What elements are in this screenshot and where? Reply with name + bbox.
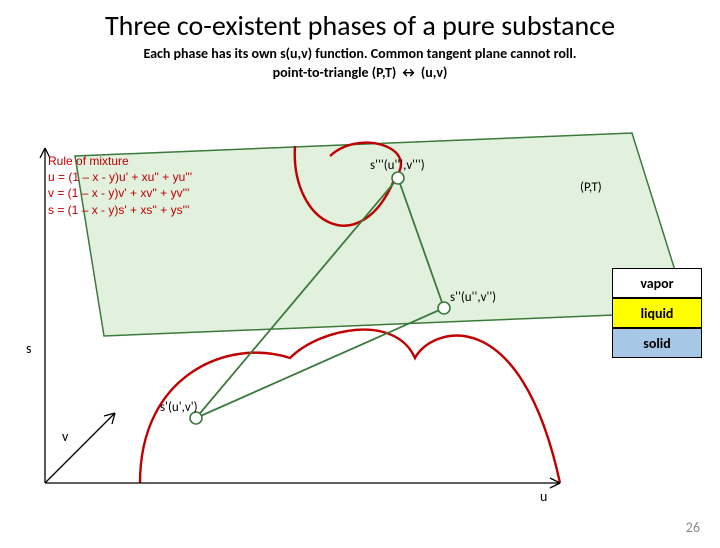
rule-l3: s = (1 – x - y)s' + xs'' + ys''' [48, 202, 192, 218]
axis-s: s [26, 340, 31, 357]
v-axis [45, 413, 115, 483]
legend-solid: solid [612, 328, 702, 358]
legend-vapor: vapor [612, 268, 702, 298]
label-sp: s'(u',v') [160, 400, 198, 415]
axis-v: v [62, 428, 68, 445]
rule-l2: v = (1 – x - y)v' + xv'' + yv''' [48, 185, 192, 201]
axis-u: u [540, 488, 547, 505]
label-pt: (P,T) [580, 180, 602, 195]
hump-large [140, 330, 560, 483]
rule-of-mixture: Rule of mixture u = (1 – x - y)u' + xu''… [48, 153, 192, 218]
point-sppp [392, 172, 404, 184]
rule-l1: u = (1 – x - y)u' + xu'' + yu''' [48, 169, 192, 185]
page-number: 26 [686, 519, 700, 536]
legend-liquid: liquid [612, 298, 702, 328]
label-sppp: s'''(u''',v''') [370, 158, 425, 173]
rule-heading: Rule of mixture [48, 153, 192, 169]
phase-legend: vapor liquid solid [612, 268, 702, 358]
point-spp [438, 302, 450, 314]
label-spp: s''(u'',v'') [450, 290, 496, 305]
